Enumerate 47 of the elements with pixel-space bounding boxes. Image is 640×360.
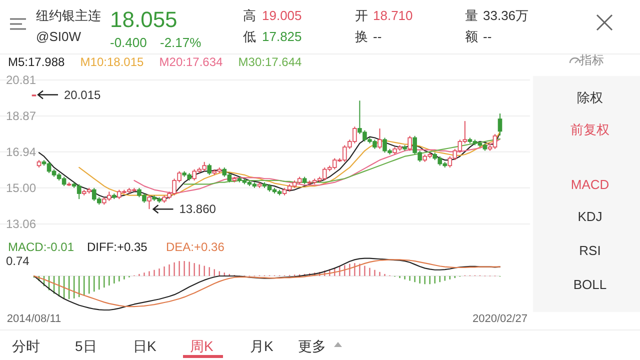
y-tick-label: 18.87 [6,109,36,124]
text: M20:17.634 [159,55,224,69]
text: 更多 [298,338,326,354]
text: 17.825 [262,29,302,44]
text: 开 [355,8,368,23]
text: 月K [250,338,274,354]
text: 量 [465,8,478,23]
y-tick-label: 13.06 [6,216,36,231]
text: DIFF:+0.35 [87,240,148,254]
text: 额 [465,29,478,44]
text: M10:18.015 [80,55,144,69]
text: RSI [579,243,601,258]
text: 低 [243,29,256,44]
text: 19.005 [262,8,302,23]
text: 前复权 [570,122,610,137]
x-tick-label: 2020/02/27 [472,313,528,325]
text: 5日 [75,338,97,354]
text: 指标 [579,53,604,67]
text: MACD [570,177,610,192]
annotation: 20.015 [64,88,102,102]
series-label: MACD:-0.01 [8,240,74,254]
text: -- [373,29,382,44]
y-tick-label: 20.81 [6,73,36,87]
text: 除权 [577,90,603,105]
text: 18.710 [373,8,413,23]
text: 换 [355,29,368,44]
annotation: 13.860 [179,202,216,216]
text: DEA:+0.36 [166,240,225,254]
text: 0.74 [6,254,30,268]
text: BOLL [573,277,607,292]
text: 33.36万 [483,8,529,23]
y-tick-label: 16.94 [6,144,36,159]
text: 分时 [12,338,40,354]
text: M5:17.988 [8,55,66,69]
text: 周K [190,338,214,354]
text: @SI0W [36,29,82,44]
text: M30:17.644 [238,55,302,69]
text: -2.17% [160,35,202,50]
text: -0.400 [110,35,147,50]
x-tick-label: 2014/08/11 [6,313,62,325]
y-tick-label: 15.00 [6,180,36,195]
text: -- [483,29,492,44]
text: KDJ [578,209,602,224]
text: 高 [243,8,256,23]
text: 日K [133,338,157,354]
text: 18.055 [110,7,178,32]
text: 纽约银主连 [36,8,101,23]
